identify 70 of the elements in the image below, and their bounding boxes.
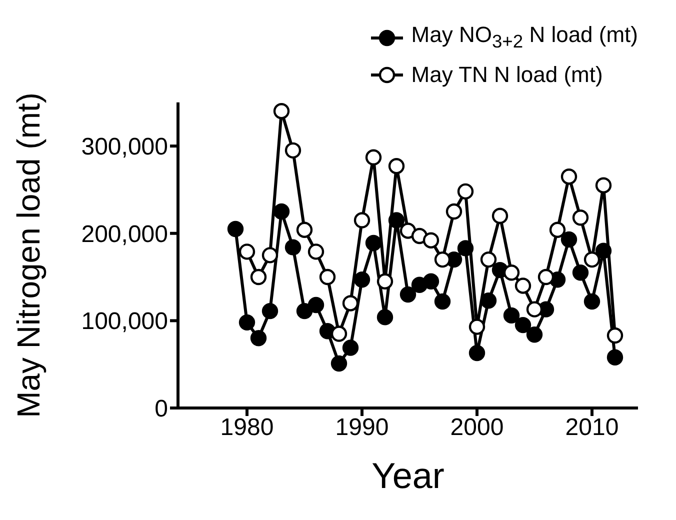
point — [308, 296, 324, 314]
point — [319, 268, 336, 286]
point — [572, 210, 589, 226]
point — [308, 244, 324, 260]
point — [503, 264, 520, 281]
y-tick-label: 0 — [154, 396, 168, 423]
point — [434, 293, 451, 310]
point — [250, 330, 267, 346]
point — [354, 272, 370, 288]
point — [388, 158, 405, 174]
x-axis-title: Year — [372, 455, 444, 496]
point — [526, 326, 543, 343]
point — [560, 168, 578, 185]
point — [365, 234, 382, 252]
point — [584, 251, 600, 268]
point — [400, 222, 416, 239]
point — [227, 220, 244, 238]
y-tick-label: 100,000 — [81, 308, 168, 336]
point — [330, 326, 348, 342]
point — [330, 355, 348, 372]
point — [560, 231, 578, 248]
y-tick-label: 200,000 — [81, 220, 168, 248]
point — [446, 203, 462, 220]
point — [492, 208, 508, 224]
point — [400, 286, 416, 303]
point — [514, 316, 532, 334]
point — [457, 240, 474, 256]
point — [342, 295, 359, 312]
point — [238, 244, 256, 260]
point — [549, 222, 566, 238]
point — [273, 203, 290, 220]
y-tick-label: 300,000 — [81, 134, 168, 161]
point — [354, 212, 370, 228]
legend-label: May TN N load (mt) — [411, 61, 603, 90]
point — [262, 247, 278, 264]
point — [262, 302, 278, 320]
point — [422, 273, 440, 290]
point — [503, 307, 520, 324]
x-tick-label: 1980 — [220, 414, 274, 442]
point — [468, 318, 486, 335]
point — [457, 183, 474, 200]
point — [538, 268, 554, 286]
x-tick-label: 2000 — [450, 414, 504, 442]
y-axis-title: May Nitrogen load (mt) — [10, 92, 46, 418]
point — [595, 242, 612, 259]
point — [238, 314, 256, 331]
point — [365, 149, 382, 166]
point — [480, 292, 497, 309]
point — [296, 222, 313, 238]
point — [273, 103, 290, 120]
point — [342, 340, 359, 356]
x-tick-label: 2010 — [565, 414, 619, 442]
point — [514, 278, 532, 294]
point — [606, 349, 624, 366]
point — [422, 232, 440, 248]
point — [468, 344, 486, 362]
point — [584, 293, 600, 310]
point — [595, 177, 612, 194]
point — [572, 264, 589, 281]
legend-label: May NO$_{3+2}$ N load (mt) — [411, 21, 638, 54]
x-tick-label: 1990 — [335, 414, 389, 442]
point — [284, 142, 302, 159]
point — [480, 251, 497, 268]
point — [250, 268, 267, 286]
point — [606, 327, 624, 344]
point — [296, 302, 313, 320]
point — [376, 273, 394, 290]
point — [388, 212, 405, 228]
point — [376, 309, 394, 326]
point — [284, 239, 302, 256]
